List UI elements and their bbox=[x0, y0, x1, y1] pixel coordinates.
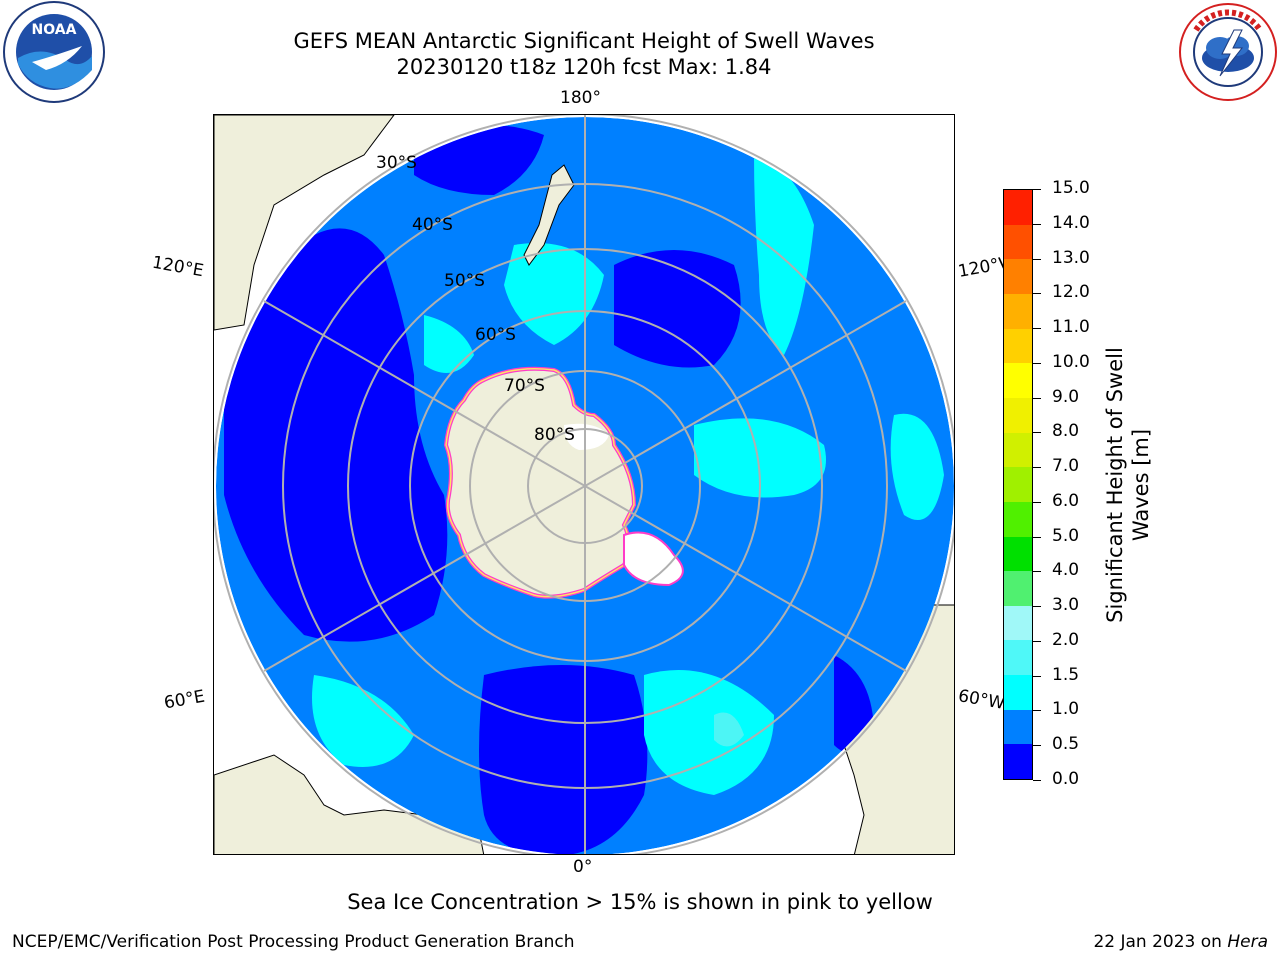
colorbar-tick-label: 12.0 bbox=[1052, 282, 1090, 303]
colorbar-segment bbox=[1004, 363, 1032, 398]
colorbar-tick bbox=[1033, 745, 1041, 747]
colorbar-segment bbox=[1004, 605, 1032, 641]
chart-title: GEFS MEAN Antarctic Significant Height o… bbox=[293, 29, 875, 53]
colorbar-tick-label: 11.0 bbox=[1052, 317, 1090, 338]
colorbar-tick bbox=[1033, 189, 1041, 190]
colorbar-segment bbox=[1004, 259, 1032, 295]
colorbar-tick-label: 0.5 bbox=[1052, 734, 1080, 755]
polar-map: 30°S 40°S 50°S 60°S 70°S 80°S bbox=[213, 114, 955, 855]
lon-label-top: 180° bbox=[560, 88, 601, 108]
colorbar-tick bbox=[1033, 501, 1041, 503]
colorbar-tick-label: 10.0 bbox=[1052, 351, 1090, 372]
footer-machine: Hera bbox=[1227, 932, 1268, 952]
lat-label-40s: 40°S bbox=[412, 215, 453, 235]
colorbar-tick-label: 2.0 bbox=[1052, 629, 1080, 650]
colorbar-tick bbox=[1033, 223, 1041, 225]
lon-label-lower-left: 60°E bbox=[162, 686, 207, 714]
footer-date-text: 22 Jan 2023 on bbox=[1093, 932, 1228, 952]
colorbar-tick-label: 14.0 bbox=[1052, 212, 1090, 233]
land-new-zealand bbox=[523, 164, 575, 266]
colorbar-tick-label: 8.0 bbox=[1052, 421, 1080, 442]
swell-patch-4 bbox=[644, 670, 774, 795]
colorbar-tick-label: 6.0 bbox=[1052, 490, 1080, 511]
swell-height-map bbox=[214, 115, 954, 854]
low-swell-region-west bbox=[224, 228, 448, 642]
colorbar-tick-label: 1.0 bbox=[1052, 699, 1080, 720]
colorbar-tick-label: 1.5 bbox=[1052, 664, 1080, 685]
colorbar-segment bbox=[1004, 675, 1032, 710]
colorbar-segment bbox=[1004, 640, 1032, 676]
colorbar-tick-label: 13.0 bbox=[1052, 247, 1090, 268]
low-swell-region-east bbox=[614, 250, 741, 368]
land-australia bbox=[214, 115, 395, 331]
footer-date: 22 Jan 2023 on Hera bbox=[1093, 932, 1268, 952]
colorbar-segment bbox=[1004, 467, 1032, 502]
colorbar-segment bbox=[1004, 501, 1032, 537]
colorbar-tick bbox=[1033, 536, 1041, 538]
colorbar-tick bbox=[1033, 467, 1041, 469]
colorbar-tick-label: 4.0 bbox=[1052, 560, 1080, 581]
sea-ice-note: Sea Ice Concentration > 15% is shown in … bbox=[347, 890, 933, 914]
colorbar-tick bbox=[1033, 293, 1041, 295]
lat-label-70s: 70°S bbox=[504, 376, 545, 396]
sea-ice-edge bbox=[445, 368, 635, 598]
colorbar-segment bbox=[1004, 224, 1032, 260]
colorbar-tick-label: 15.0 bbox=[1052, 178, 1090, 198]
chart-subtitle: 20230120 t18z 120h fcst Max: 1.84 bbox=[396, 55, 772, 79]
colorbar-tick bbox=[1033, 258, 1041, 260]
low-swell-region-south bbox=[479, 665, 648, 854]
noaa-logo-text: NOAA bbox=[32, 22, 77, 38]
colorbar-segment bbox=[1004, 536, 1032, 572]
colorbar-tick bbox=[1033, 675, 1041, 677]
swell-patch-3 bbox=[694, 418, 826, 498]
colorbar-segment bbox=[1004, 744, 1032, 779]
lon-label-lower-right: 60°W bbox=[956, 686, 1007, 714]
colorbar-segment bbox=[1004, 709, 1032, 745]
outside-disc bbox=[836, 115, 954, 232]
colorbar-tick bbox=[1033, 606, 1041, 608]
colorbar bbox=[1003, 189, 1033, 780]
swell-patch-8 bbox=[714, 712, 744, 747]
colorbar-tick-label: 7.0 bbox=[1052, 456, 1080, 477]
lat-label-60s: 60°S bbox=[475, 325, 516, 345]
colorbar-segment bbox=[1004, 328, 1032, 364]
swell-patch-5 bbox=[312, 675, 414, 767]
colorbar-label: Significant Height of Swell Waves [m] bbox=[1103, 347, 1153, 623]
lat-label-50s: 50°S bbox=[444, 271, 485, 291]
colorbar-tick bbox=[1033, 710, 1041, 712]
graticule bbox=[214, 115, 954, 854]
colorbar-tick bbox=[1033, 328, 1041, 330]
colorbar-segment bbox=[1004, 571, 1032, 606]
colorbar-tick bbox=[1033, 362, 1041, 364]
lon-label-upper-left: 120°E bbox=[150, 252, 206, 282]
noaa-logo-icon: NOAA bbox=[3, 1, 105, 103]
colorbar-tick-label: 5.0 bbox=[1052, 525, 1080, 546]
lat-label-80s: 80°S bbox=[534, 425, 575, 445]
land-africa bbox=[214, 754, 485, 854]
lat-label-30s: 30°S bbox=[376, 153, 417, 173]
colorbar-tick bbox=[1033, 780, 1041, 781]
colorbar-tick-label: 9.0 bbox=[1052, 386, 1080, 407]
lon-label-bottom: 0° bbox=[573, 857, 593, 877]
colorbar-segment bbox=[1004, 397, 1032, 433]
colorbar-tick-label: 3.0 bbox=[1052, 595, 1080, 616]
weddell-ice bbox=[623, 531, 684, 587]
colorbar-tick bbox=[1033, 640, 1041, 642]
footer-credit: NCEP/EMC/Verification Post Processing Pr… bbox=[12, 932, 575, 952]
colorbar-tick bbox=[1033, 571, 1041, 573]
colorbar-tick bbox=[1033, 432, 1041, 434]
swell-patch-2 bbox=[754, 155, 814, 355]
colorbar-tick bbox=[1033, 397, 1041, 399]
colorbar-segment bbox=[1004, 190, 1032, 225]
swell-patch-7 bbox=[424, 315, 474, 373]
swell-patch-6 bbox=[890, 413, 944, 520]
colorbar-segment bbox=[1004, 432, 1032, 468]
nws-logo-icon bbox=[1179, 3, 1277, 101]
colorbar-segment bbox=[1004, 294, 1032, 329]
colorbar-tick-label: 0.0 bbox=[1052, 769, 1080, 789]
